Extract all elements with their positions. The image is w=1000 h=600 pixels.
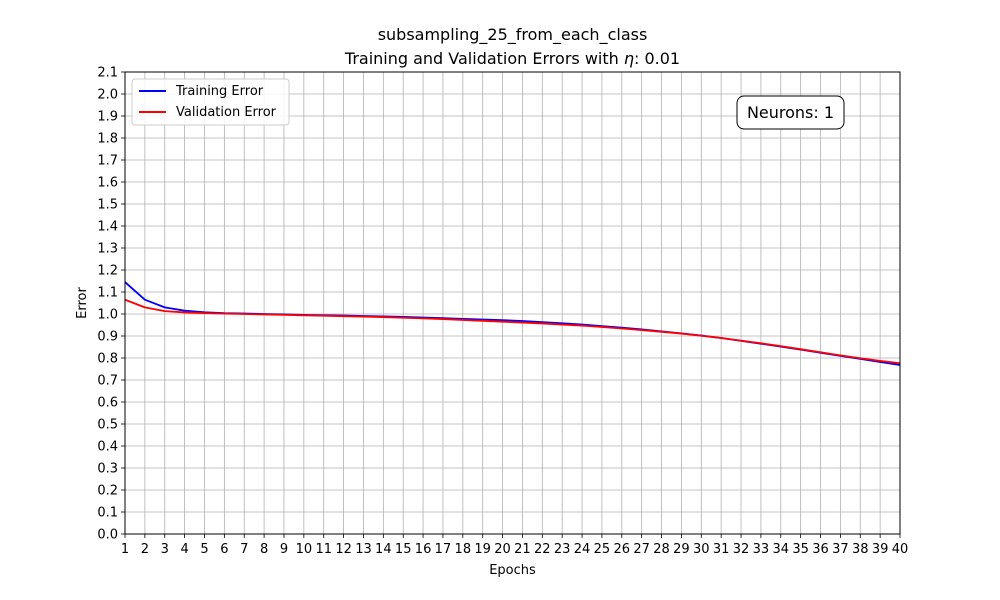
y-tick-label: 0.7	[97, 374, 118, 389]
x-tick-label: 11	[315, 542, 332, 557]
y-tick-label: 0.5	[97, 418, 118, 433]
legend-label-training: Training Error	[175, 84, 264, 99]
x-tick-label: 27	[633, 542, 650, 557]
y-tick-label: 1.3	[97, 242, 118, 257]
x-tick-label: 26	[614, 542, 631, 557]
x-tick-label: 35	[792, 542, 809, 557]
series-line-validation-error	[124, 298, 901, 365]
x-tick-label: 23	[554, 542, 571, 557]
y-tick-label: 0.1	[97, 506, 118, 521]
x-tick-label: 2	[141, 542, 149, 557]
x-axis-label: Epochs	[489, 563, 536, 578]
y-tick-label: 0.0	[97, 528, 118, 543]
x-tick-label: 38	[852, 542, 869, 557]
annotation-box	[736, 95, 845, 130]
y-tick-label: 1.6	[97, 176, 118, 191]
series-group	[124, 281, 901, 366]
y-tick-label: 2.1	[97, 66, 118, 81]
x-tick-label: 31	[713, 542, 730, 557]
y-tick-label: 1.1	[97, 286, 118, 301]
chart-title-line2: Training and Validation Errors with η: 0…	[344, 49, 680, 68]
x-tick-label: 34	[772, 542, 789, 557]
legend: Training Error Validation Error	[131, 78, 290, 126]
x-tick-label: 32	[733, 542, 750, 557]
x-tick-label: 37	[832, 542, 849, 557]
x-tick-label: 7	[240, 542, 248, 557]
x-tick-label: 8	[260, 542, 268, 557]
x-tick-label: 4	[180, 542, 188, 557]
y-tick-label: 1.4	[97, 220, 118, 235]
grid	[124, 71, 901, 535]
plot-frame	[124, 71, 901, 535]
x-tick-label: 22	[534, 542, 551, 557]
x-tick-label: 9	[280, 542, 288, 557]
title-prefix: Training and Validation Errors with	[344, 49, 624, 68]
x-tick-label: 13	[355, 542, 372, 557]
y-tick-label: 0.6	[97, 396, 118, 411]
annotation-text: Neurons: 1	[747, 103, 834, 122]
y-tick-label: 1.7	[97, 154, 118, 169]
chart-title-line1: subsampling_25_from_each_class	[378, 25, 648, 45]
x-tick-label: 3	[161, 542, 169, 557]
x-tick-label: 30	[693, 542, 710, 557]
legend-label-validation: Validation Error	[176, 105, 277, 120]
y-tick-label: 0.2	[97, 484, 118, 499]
x-tick-label: 39	[872, 542, 889, 557]
x-tick-label: 33	[753, 542, 770, 557]
y-tick-label: 1.8	[97, 132, 118, 147]
x-tick-label: 10	[296, 542, 313, 557]
x-tick-label: 14	[375, 542, 392, 557]
y-tick-label: 0.8	[97, 352, 118, 367]
x-tick-label: 29	[673, 542, 690, 557]
legend-box	[131, 78, 290, 126]
x-tick-label: 12	[335, 542, 352, 557]
x-tick-label: 18	[455, 542, 472, 557]
y-tick-label: 0.9	[97, 330, 118, 345]
x-axis-ticks: 1 2 3 4 5 6 7 8 9 10 11 12 13 14 15 16 17 18 19 20 21 22 23 24 2…	[121, 534, 908, 557]
x-tick-label: 1	[121, 542, 129, 557]
x-tick-label: 5	[200, 542, 208, 557]
y-tick-label: 1.9	[97, 110, 118, 125]
x-tick-label: 16	[415, 542, 432, 557]
x-tick-label: 20	[494, 542, 511, 557]
y-axis-label: Error	[75, 287, 90, 319]
x-tick-label: 25	[594, 542, 611, 557]
y-tick-label: 2.0	[97, 88, 118, 103]
x-tick-label: 6	[220, 542, 228, 557]
x-tick-label: 15	[395, 542, 412, 557]
y-tick-label: 0.4	[97, 440, 118, 455]
title-suffix: : 0.01	[634, 49, 680, 68]
x-tick-label: 17	[435, 542, 452, 557]
y-tick-label: 1.2	[97, 264, 118, 279]
y-axis-ticks: 0.0 0.1 0.2 0.3 0.4 0.5 0.6 0.7 0.8 0.9 1.0 1.1 1.2 1…	[97, 66, 125, 543]
x-tick-label: 19	[474, 542, 491, 557]
y-tick-label: 1.0	[97, 308, 118, 323]
x-tick-label: 24	[574, 542, 591, 557]
x-tick-label: 21	[514, 542, 531, 557]
x-tick-label: 28	[653, 542, 670, 557]
y-tick-label: 1.5	[97, 198, 118, 213]
x-tick-label: 40	[892, 542, 909, 557]
x-tick-label: 36	[812, 542, 829, 557]
y-tick-label: 0.3	[97, 462, 118, 477]
title-symbol: η	[624, 49, 634, 68]
neurons-annotation: Neurons: 1	[736, 95, 845, 130]
